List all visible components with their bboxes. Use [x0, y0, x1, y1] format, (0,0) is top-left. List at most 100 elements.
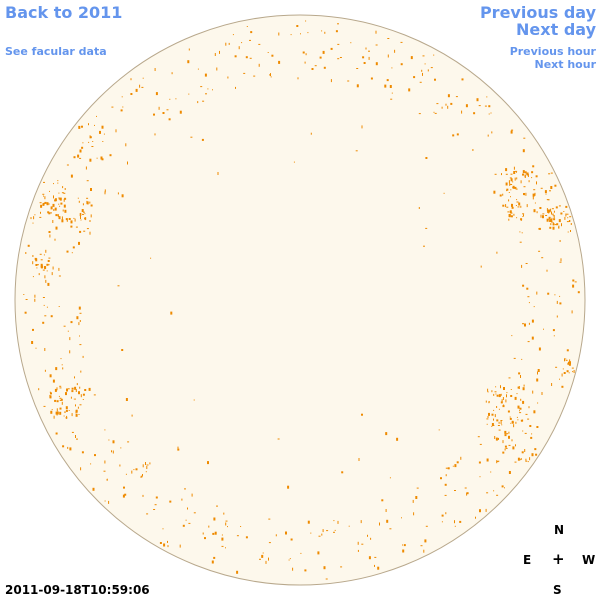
feature-dot — [43, 181, 45, 183]
feature-dot — [438, 429, 440, 431]
feature-dot — [278, 60, 281, 64]
feature-dot — [122, 494, 125, 498]
compass-south-label: S — [553, 583, 562, 597]
feature-dot — [58, 267, 60, 271]
feature-dot — [205, 93, 207, 95]
feature-dot — [310, 532, 312, 534]
feature-dot — [515, 444, 516, 447]
feature-dot — [491, 390, 493, 393]
feature-dot — [63, 325, 66, 327]
feature-dot — [337, 43, 340, 45]
feature-dot — [509, 416, 511, 418]
feature-dot — [517, 419, 519, 421]
feature-dot — [565, 205, 568, 208]
feature-dot — [447, 94, 450, 98]
feature-dot — [504, 487, 505, 489]
feature-dot — [572, 284, 575, 288]
feature-dot — [63, 198, 65, 202]
feature-dot — [77, 197, 79, 199]
feature-dot — [140, 475, 143, 477]
compass-north-label: N — [554, 523, 565, 537]
feature-dot — [168, 118, 171, 121]
feature-dot — [241, 42, 243, 44]
feature-dot — [381, 499, 384, 502]
feature-dot — [569, 220, 571, 222]
feature-dot — [486, 492, 489, 494]
feature-dot — [561, 223, 562, 227]
feature-dot — [70, 174, 73, 178]
feature-dot — [108, 439, 110, 441]
feature-dot — [24, 311, 27, 314]
feature-dot — [89, 231, 91, 235]
next-hour-link[interactable]: Next hour — [534, 58, 597, 71]
feature-dot — [506, 188, 509, 191]
feature-dot — [420, 545, 423, 547]
feature-dot — [270, 73, 271, 77]
feature-dot — [202, 532, 204, 535]
feature-dot — [510, 215, 513, 218]
feature-dot — [70, 321, 73, 324]
feature-dot — [330, 47, 333, 50]
feature-dot — [491, 413, 494, 416]
feature-dot — [115, 129, 117, 133]
feature-dot — [79, 149, 82, 153]
feature-dot — [486, 418, 489, 420]
feature-dot — [188, 522, 191, 524]
feature-dot — [566, 221, 569, 223]
feature-dot — [75, 409, 78, 413]
feature-dot — [389, 528, 392, 530]
feature-dot — [74, 386, 77, 390]
feature-dot — [54, 238, 56, 241]
feature-dot — [480, 265, 482, 268]
feature-dot — [261, 554, 264, 558]
feature-dot — [197, 101, 199, 104]
back-to-year-link[interactable]: Back to 2011 — [5, 3, 123, 22]
feature-dot — [68, 218, 71, 220]
feature-dot — [258, 43, 261, 45]
feature-dot — [516, 416, 518, 418]
feature-dot — [40, 211, 41, 214]
feature-dot — [142, 474, 143, 476]
feature-dot — [146, 464, 149, 466]
feature-dot — [374, 564, 375, 567]
feature-dot — [304, 569, 307, 572]
feature-dot — [500, 385, 501, 389]
feature-dot — [89, 135, 91, 139]
feature-dot — [527, 418, 530, 420]
feature-dot — [493, 409, 495, 411]
feature-dot — [48, 231, 51, 233]
feature-dot — [510, 389, 512, 390]
next-day-link[interactable]: Next day — [516, 20, 596, 39]
feature-dot — [568, 363, 571, 366]
feature-dot — [131, 414, 133, 417]
see-facular-data-link[interactable]: See facular data — [5, 45, 107, 58]
feature-dot — [190, 136, 193, 138]
feature-dot — [500, 421, 502, 424]
feature-dot — [513, 166, 515, 170]
feature-dot — [288, 559, 290, 561]
feature-dot — [287, 485, 290, 489]
feature-dot — [489, 401, 490, 403]
feature-dot — [182, 524, 185, 527]
previous-day-link[interactable]: Previous day — [479, 3, 596, 22]
feature-dot — [418, 113, 421, 115]
feature-dot — [563, 372, 566, 374]
feature-dot — [179, 544, 181, 548]
feature-dot — [34, 214, 36, 216]
feature-dot — [551, 211, 552, 215]
feature-dot — [559, 261, 562, 263]
feature-dot — [450, 102, 453, 105]
feature-dot — [323, 66, 326, 69]
feature-dot — [79, 404, 82, 406]
feature-dot — [66, 415, 68, 419]
feature-dot — [270, 76, 272, 78]
feature-dot — [501, 399, 503, 403]
feature-dot — [149, 462, 151, 465]
feature-dot — [503, 387, 505, 390]
feature-dot — [454, 520, 455, 524]
previous-hour-link[interactable]: Previous hour — [509, 45, 596, 58]
feature-dot — [419, 81, 422, 83]
feature-dot — [135, 88, 138, 92]
feature-dot — [511, 129, 514, 131]
